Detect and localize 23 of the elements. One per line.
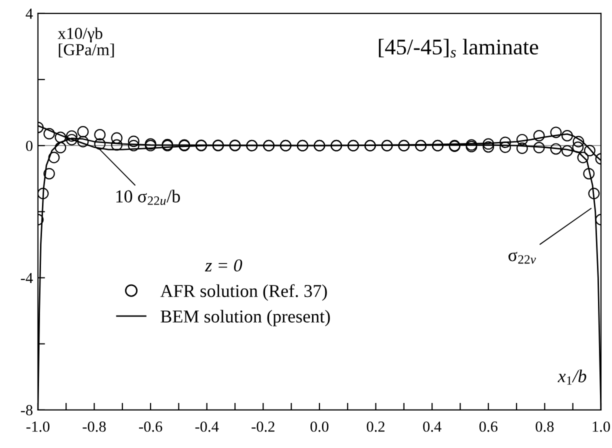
x-tick-label: -1.0 <box>26 421 50 432</box>
x-axis-title: x$_{1}$/b <box>558 370 586 385</box>
legend-title: z = 0 <box>204 259 242 272</box>
annotation: 10 σ$_{22u}$/b <box>116 190 180 205</box>
y-tick-label: -8 <box>20 405 32 416</box>
text: [45/-45]$_{s}$ laminate <box>378 38 538 58</box>
y-tick-label: 4 <box>26 8 33 19</box>
x-tick-label: -0.2 <box>252 421 274 432</box>
legend-label: AFR solution (Ref. 37) <box>160 284 327 301</box>
x-tick-label: 0.0 <box>310 421 328 432</box>
x-tick-label: 0.8 <box>536 421 554 432</box>
x-tick-label: -0.4 <box>195 421 219 432</box>
annotation: σ$_{22v}$ <box>508 252 536 264</box>
y-tick-label: -4 <box>20 273 33 284</box>
legend-label: BEM solution (present) <box>160 310 330 326</box>
x-tick-label: 0.4 <box>423 421 442 432</box>
x-tick-label: -0.8 <box>82 421 106 432</box>
y-tick-label: 0 <box>26 140 32 152</box>
x-tick-label: 1.0 <box>592 421 610 432</box>
y-axis-title: x10/γb [GPa/m] <box>58 27 114 58</box>
x-tick-label: 0.2 <box>366 421 384 432</box>
x-tick-label: -0.6 <box>139 421 162 432</box>
x-tick-label: 0.6 <box>479 421 498 432</box>
